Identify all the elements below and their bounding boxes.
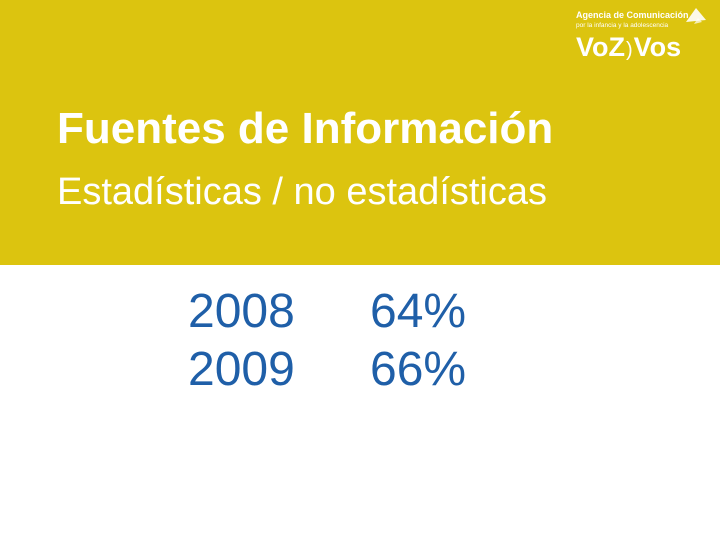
stat-row: 2008 64% — [188, 283, 588, 341]
stat-year: 2009 — [188, 343, 295, 396]
logo-word-right: Vos — [633, 32, 682, 62]
stat-percentage: 66% — [370, 343, 467, 396]
slide-subtitle: Estadísticas / no estadísticas — [57, 171, 548, 213]
stats-list: 2008 64% 2009 66% — [188, 283, 588, 399]
logo-separator: ) — [626, 39, 633, 61]
logo-line-1: Agencia de Comunicación — [576, 10, 689, 20]
header-band — [0, 0, 720, 265]
slide-title: Fuentes de Información — [57, 104, 554, 153]
stat-percentage: 64% — [370, 285, 467, 338]
organization-logo: Agencia de Comunicación por la infancia … — [576, 6, 708, 68]
logo-word-left: VoZ — [576, 32, 625, 62]
logo-wordmark: VoZ)Vos — [576, 34, 681, 61]
megaphone-icon — [686, 8, 706, 24]
stat-row: 2009 66% — [188, 341, 588, 399]
stat-year: 2008 — [188, 285, 295, 338]
logo-line-2: por la infancia y la adolescencia — [576, 22, 669, 29]
